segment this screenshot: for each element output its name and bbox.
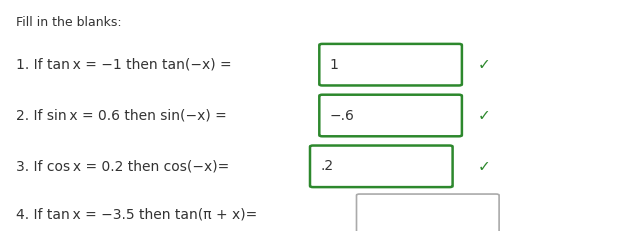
Text: 2. If sin x = 0.6 then sin(−x) =: 2. If sin x = 0.6 then sin(−x) = <box>16 109 226 122</box>
Text: −.6: −.6 <box>330 109 355 122</box>
Text: ✓: ✓ <box>477 159 490 174</box>
Text: Fill in the blanks:: Fill in the blanks: <box>16 16 121 29</box>
Text: ✓: ✓ <box>477 108 490 123</box>
Text: 3. If cos x = 0.2 then cos(−x)=: 3. If cos x = 0.2 then cos(−x)= <box>16 159 229 173</box>
FancyBboxPatch shape <box>319 44 462 85</box>
Text: ✓: ✓ <box>477 57 490 72</box>
Text: 4. If tan x = −3.5 then tan(π + x)=: 4. If tan x = −3.5 then tan(π + x)= <box>16 208 257 222</box>
FancyBboxPatch shape <box>356 194 499 231</box>
Text: 1. If tan x = −1 then tan(−x) =: 1. If tan x = −1 then tan(−x) = <box>16 58 231 72</box>
FancyBboxPatch shape <box>319 95 462 136</box>
FancyBboxPatch shape <box>310 146 453 187</box>
Text: 1: 1 <box>330 58 339 72</box>
Text: .2: .2 <box>321 159 334 173</box>
